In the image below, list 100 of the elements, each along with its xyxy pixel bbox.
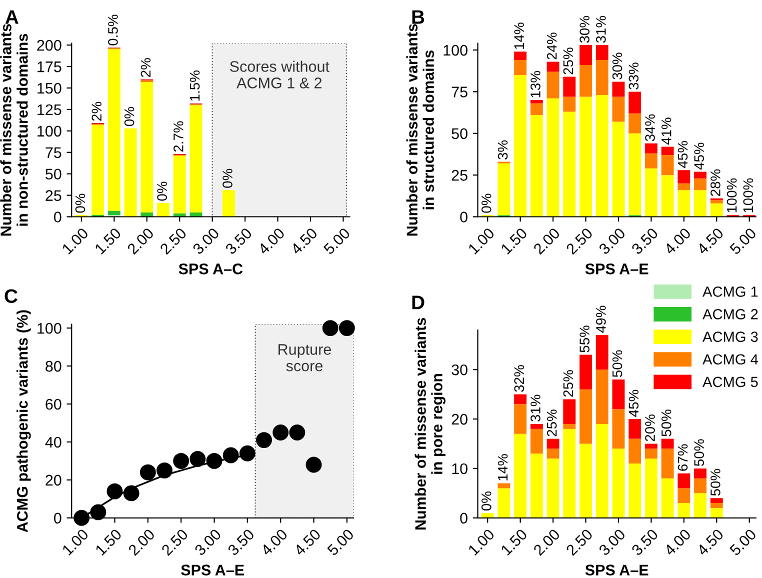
- text: 0.5%: [108, 14, 118, 46]
- band-label: Rupture score: [278, 344, 331, 372]
- text: 3%: [498, 140, 508, 160]
- y-tick-label: 30: [452, 364, 468, 376]
- x-axis-title: SPS A–E: [585, 264, 648, 274]
- x-tick-label: 4.00: [260, 528, 288, 556]
- text: 31%: [596, 16, 606, 43]
- text: 25%: [563, 370, 574, 397]
- text: 13%: [530, 71, 540, 98]
- text: 0%: [124, 107, 134, 126]
- y-axis-title: Number of missense variants in pore region: [414, 318, 446, 530]
- y-tick-label: 0: [54, 512, 62, 524]
- y-tick-label: 125: [38, 104, 62, 116]
- text: 14%: [498, 454, 508, 480]
- y-tick-label: 100: [38, 322, 62, 334]
- x-axis-title: SPS A–E: [181, 564, 244, 576]
- y-tick-label: 60: [46, 398, 62, 410]
- x-tick-label: 5.00: [729, 227, 757, 255]
- text: 49%: [596, 306, 606, 333]
- text: 0%: [75, 194, 86, 213]
- x-tick-label: 4.50: [696, 227, 724, 256]
- text: 45%: [628, 390, 639, 417]
- x-tick-label: 5.00: [326, 528, 354, 556]
- x-tick-label: 4.50: [696, 528, 724, 556]
- y-tick-label: 75: [452, 86, 468, 98]
- x-tick-label: 3.50: [630, 528, 659, 556]
- y-tick-label: 20: [46, 474, 62, 486]
- text: 20%: [645, 414, 655, 442]
- y-tick-label: 50: [452, 128, 468, 140]
- text: 30%: [612, 52, 622, 80]
- y-tick-label: 150: [38, 82, 62, 94]
- text: 50%: [710, 468, 720, 496]
- y-tick-label: 20: [452, 414, 468, 425]
- x-tick-label: 3.00: [598, 528, 626, 556]
- text: 55%: [580, 326, 590, 352]
- y-tick-label: 100: [444, 44, 468, 56]
- text: 32%: [514, 365, 524, 392]
- legend-label: ACMG 5: [702, 376, 758, 388]
- text: 0%: [157, 182, 167, 201]
- y-tick-label: 100: [38, 126, 62, 137]
- text: 45%: [694, 142, 704, 170]
- x-tick-label: 3.00: [194, 528, 222, 556]
- chart-title: B: [412, 10, 424, 24]
- text: 25%: [546, 410, 557, 436]
- y-axis-title: ACMG pathogenic variants (%): [16, 310, 31, 532]
- chart-title: D: [412, 296, 424, 310]
- y-tick-label: 0: [460, 512, 468, 524]
- text: 1.5%: [190, 70, 200, 101]
- x-axis-title: SPS A–E: [585, 564, 648, 576]
- legend-label: ACMG 2: [702, 309, 758, 320]
- legend-label: ACMG 3: [702, 332, 758, 342]
- text: 28%: [710, 169, 720, 196]
- y-axis-title: Number of missense variants in non-structured domains: [0, 24, 28, 236]
- x-tick-label: 4.50: [290, 227, 318, 256]
- text: 0%: [222, 168, 232, 188]
- text: 2.7%: [174, 121, 184, 152]
- y-tick-label: 80: [46, 360, 62, 372]
- text: 24%: [546, 32, 557, 60]
- text: 100%: [743, 178, 754, 212]
- legend-label: ACMG 1: [702, 286, 758, 297]
- x-tick-label: 4.00: [663, 528, 692, 556]
- text: 45%: [678, 141, 688, 168]
- text: 41%: [662, 118, 672, 145]
- text: 0%: [481, 491, 492, 511]
- x-tick-label: 3.00: [598, 227, 626, 256]
- x-tick-label: 4.00: [663, 227, 692, 256]
- y-tick-label: 175: [38, 62, 62, 72]
- legend-label: ACMG 4: [702, 354, 758, 365]
- text: 25%: [563, 48, 574, 74]
- text: 100%: [726, 178, 737, 212]
- text: 34%: [645, 114, 655, 142]
- band-label: Scores without ACMG 1 & 2: [230, 60, 330, 88]
- x-tick-label: 5.00: [729, 528, 757, 556]
- x-axis-title: SPS A–C: [178, 264, 243, 274]
- text: 67%: [678, 444, 688, 471]
- x-tick-label: 5.00: [322, 227, 351, 255]
- x-tick-label: 3.50: [630, 227, 659, 256]
- text: 14%: [514, 22, 524, 49]
- chart-title: A: [5, 10, 18, 24]
- x-tick-label: 3.00: [192, 227, 220, 256]
- y-tick-label: 25: [452, 170, 468, 181]
- y-tick-label: 200: [37, 40, 62, 51]
- chart-title: C: [4, 289, 18, 303]
- y-tick-label: 0: [460, 212, 468, 222]
- text: 30%: [580, 16, 590, 43]
- text: 50%: [612, 350, 622, 378]
- x-tick-label: 3.50: [224, 227, 253, 256]
- text: 50%: [694, 439, 704, 466]
- text: 2%: [140, 58, 151, 77]
- text: 33%: [628, 62, 639, 90]
- x-tick-label: 4.00: [257, 227, 286, 256]
- text: 0%: [481, 194, 492, 213]
- text: 50%: [661, 410, 672, 436]
- y-tick-label: 40: [45, 436, 62, 448]
- y-tick-label: 0: [54, 212, 62, 222]
- text: 31%: [530, 394, 540, 422]
- x-tick-label: 4.50: [293, 528, 322, 556]
- text: 2%: [92, 102, 102, 121]
- y-tick-label: 25: [46, 190, 62, 201]
- y-axis-title: Number of missense variants in structured domains: [406, 24, 434, 236]
